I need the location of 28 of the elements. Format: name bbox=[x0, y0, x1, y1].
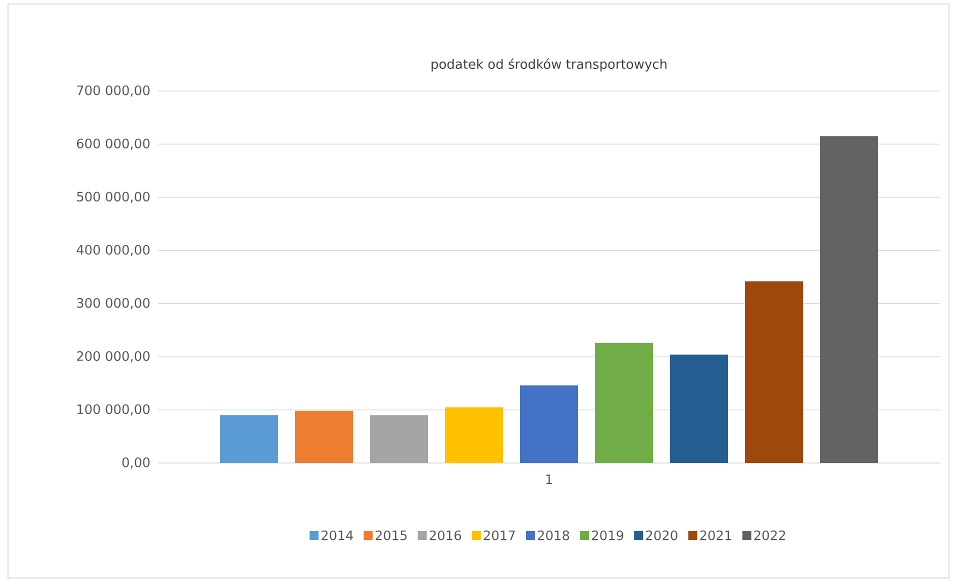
legend-label: 2016 bbox=[430, 530, 462, 540]
legend-label: 2020 bbox=[646, 530, 678, 540]
legend-label: 2019 bbox=[592, 530, 624, 540]
bar bbox=[670, 354, 728, 463]
legend-label: 2022 bbox=[754, 530, 786, 540]
y-tick-label: 700 000,00 bbox=[77, 85, 150, 97]
bar bbox=[520, 385, 578, 463]
y-tick-label: 0,00 bbox=[122, 457, 150, 469]
y-tick-label: 600 000,00 bbox=[76, 138, 150, 150]
bar bbox=[445, 407, 504, 463]
x-tick-label: 1 bbox=[546, 474, 552, 484]
legend-label: 2021 bbox=[700, 530, 732, 540]
y-tick-label: 100 000,00 bbox=[77, 404, 150, 416]
legend-label: 2017 bbox=[484, 530, 515, 540]
bar bbox=[595, 342, 654, 463]
bar bbox=[370, 415, 428, 463]
y-tick-label: 500 000,00 bbox=[77, 192, 150, 203]
legend-label: 2014 bbox=[322, 530, 353, 540]
legend-label: 2018 bbox=[538, 530, 570, 540]
bar bbox=[220, 415, 278, 463]
bar bbox=[820, 136, 878, 463]
y-tick-label: 400 000,00 bbox=[76, 244, 150, 256]
legend-label: 2015 bbox=[376, 530, 407, 540]
chart-title: podatek od środków transportowych bbox=[432, 58, 666, 72]
bar bbox=[295, 410, 354, 463]
bar bbox=[745, 281, 804, 463]
y-tick-label: 200 000,00 bbox=[76, 351, 150, 362]
y-tick-label: 300 000,00 bbox=[77, 298, 150, 310]
